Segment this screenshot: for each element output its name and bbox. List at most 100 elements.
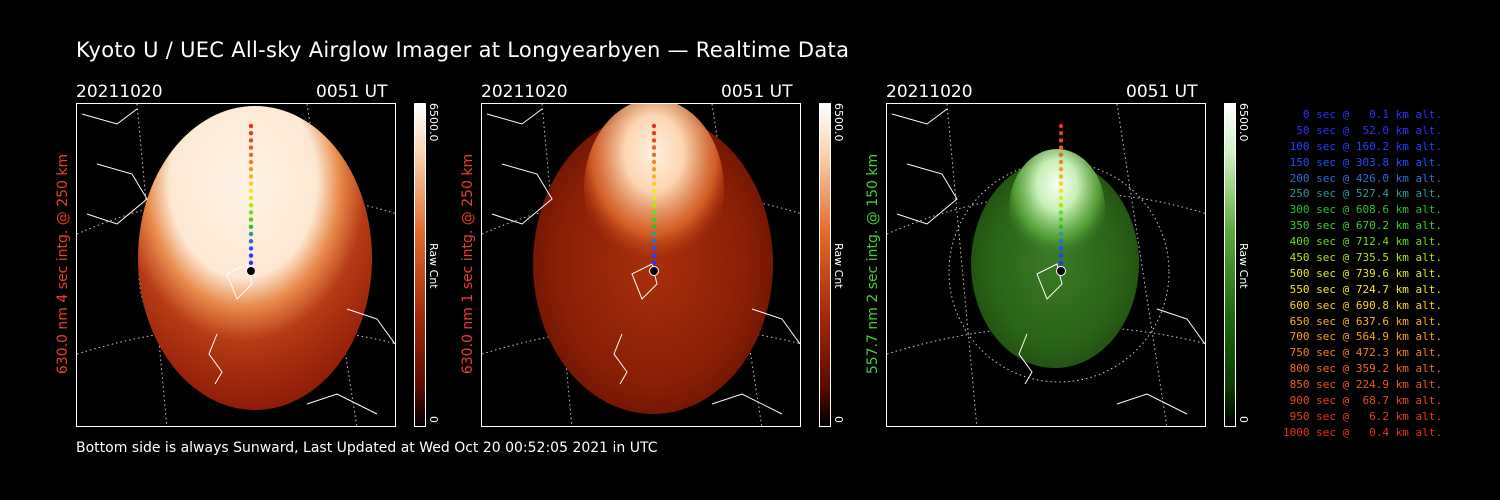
trajectory-dot xyxy=(248,181,254,186)
panel-3-svg xyxy=(887,104,1205,426)
trajectory-dot xyxy=(651,217,657,222)
panel-1-time: 0051 UT xyxy=(316,82,388,102)
trajectory-dot xyxy=(1058,260,1064,265)
trajectory-dot xyxy=(248,217,254,222)
trajectory-dot xyxy=(1058,203,1064,208)
trajectory-dot xyxy=(1058,246,1064,251)
legend-row: 250 sec @ 527.4 km alt. xyxy=(1289,187,1442,201)
legend-row: 550 sec @ 724.7 km alt. xyxy=(1289,282,1442,296)
trajectory-dot xyxy=(248,246,254,251)
legend-row: 0 sec @ 0.1 km alt. xyxy=(1302,108,1442,121)
legend-row: 100 sec @ 160.2 km alt. xyxy=(1289,139,1442,153)
trajectory-dot xyxy=(1058,239,1064,244)
panel-1-cbar-min: 0 xyxy=(427,416,440,423)
trajectory-dot xyxy=(1058,152,1064,157)
trajectory-dot xyxy=(248,138,254,143)
trajectory-dot xyxy=(1058,231,1064,237)
legend-row: 750 sec @ 472.3 km alt. xyxy=(1289,346,1442,360)
trajectory-dot xyxy=(651,260,657,265)
trajectory-dot xyxy=(248,131,254,136)
panel-3-cbar-unit: Raw Cnt xyxy=(1237,243,1250,289)
trajectory-dot xyxy=(248,123,254,129)
panel-1-image xyxy=(76,103,396,427)
legend-row: 350 sec @ 670.2 km alt. xyxy=(1289,219,1442,233)
footer-note: Bottom side is always Sunward, Last Upda… xyxy=(76,440,658,456)
trajectory-dot xyxy=(651,159,657,165)
panel-3-image xyxy=(886,103,1206,427)
trajectory-dot xyxy=(651,195,657,201)
panel-2-cbar-min: 0 xyxy=(832,416,845,423)
trajectory-dot xyxy=(1058,123,1064,129)
legend-row: 150 sec @ 303.8 km alt. xyxy=(1289,155,1442,169)
trajectory-dot xyxy=(248,203,254,208)
legend-row: 50 sec @ 52.0 km alt. xyxy=(1296,123,1442,137)
trajectory-dot xyxy=(651,231,657,237)
trajectory-dot xyxy=(1058,253,1064,258)
panel-3-colorbar xyxy=(1224,103,1236,427)
trajectory-dot xyxy=(651,152,657,157)
panel-1-trajectory xyxy=(246,123,256,276)
trajectory-dot xyxy=(651,188,657,193)
trajectory-dot xyxy=(1058,174,1064,179)
trajectory-dot xyxy=(651,203,657,208)
trajectory-dot xyxy=(1058,195,1064,201)
panel-1-date: 20211020 xyxy=(76,82,163,102)
trajectory-dot xyxy=(1058,138,1064,143)
panel-3-trajectory xyxy=(1056,123,1066,276)
panel-3-time: 0051 UT xyxy=(1126,82,1198,102)
trajectory-dot xyxy=(248,253,254,258)
panel-2-cbar-unit: Raw Cnt xyxy=(832,243,845,289)
trajectory-dot xyxy=(248,260,254,265)
legend-row: 950 sec @ 6.2 km alt. xyxy=(1289,409,1442,423)
trajectory-dot xyxy=(651,131,657,136)
legend-row: 700 sec @ 564.9 km alt. xyxy=(1289,330,1442,344)
legend-row: 600 sec @ 690.8 km alt. xyxy=(1289,298,1442,312)
trajectory-dot xyxy=(651,246,657,251)
panel-2-cbar-max: 6500.0 xyxy=(832,103,845,142)
legend-row: 1000 sec @ 0.4 km alt. xyxy=(1283,425,1442,439)
trajectory-dot xyxy=(1058,167,1064,172)
trajectory-dot xyxy=(651,253,657,258)
trajectory-dot xyxy=(248,152,254,157)
legend-row: 300 sec @ 608.6 km alt. xyxy=(1289,203,1442,217)
trajectory-dot xyxy=(248,224,254,229)
panel-1-cbar-max: 6500.0 xyxy=(427,103,440,142)
trajectory-dot xyxy=(248,174,254,179)
trajectory-dot xyxy=(651,210,657,215)
trajectory-dot xyxy=(651,138,657,143)
legend-row: 800 sec @ 359.2 km alt. xyxy=(1289,362,1442,376)
page-title: Kyoto U / UEC All-sky Airglow Imager at … xyxy=(76,38,850,62)
trajectory-dot xyxy=(651,145,657,150)
trajectory-dot xyxy=(248,159,254,165)
panel-3-cbar-max: 6500.0 xyxy=(1237,103,1250,142)
trajectory-dot xyxy=(248,145,254,150)
trajectory-dot xyxy=(248,231,254,237)
trajectory-dot xyxy=(1058,217,1064,222)
station-marker xyxy=(649,266,659,276)
panel-2-colorbar xyxy=(819,103,831,427)
legend-row: 400 sec @ 712.4 km alt. xyxy=(1289,235,1442,249)
legend-row: 850 sec @ 224.9 km alt. xyxy=(1289,378,1442,392)
trajectory-dot xyxy=(651,123,657,129)
station-marker xyxy=(1056,266,1066,276)
trajectory-dot xyxy=(248,167,254,172)
trajectory-dot xyxy=(1058,159,1064,165)
trajectory-dot xyxy=(1058,210,1064,215)
trajectory-dot xyxy=(248,195,254,201)
trajectory-dot xyxy=(248,210,254,215)
panel-2-image xyxy=(481,103,801,427)
panel-3-ylabel: 557.7 nm 2 sec intg. @ 150 km xyxy=(865,153,881,375)
legend-row: 650 sec @ 637.6 km alt. xyxy=(1289,314,1442,328)
trajectory-dot xyxy=(1058,145,1064,150)
panel-1-svg xyxy=(77,104,395,426)
panel-3-date: 20211020 xyxy=(886,82,973,102)
altitude-legend: 0 sec @ 0.1 km alt. 50 sec @ 52.0 km alt.… xyxy=(1262,108,1442,442)
trajectory-dot xyxy=(1058,224,1064,229)
legend-row: 450 sec @ 735.5 km alt. xyxy=(1289,251,1442,265)
trajectory-dot xyxy=(651,167,657,172)
trajectory-dot xyxy=(1058,181,1064,186)
panel-2-ylabel: 630.0 nm 1 sec intg. @ 250 km xyxy=(460,153,476,375)
panel-1-ylabel: 630.0 nm 4 sec intg. @ 250 km xyxy=(55,153,71,375)
trajectory-dot xyxy=(651,174,657,179)
trajectory-dot xyxy=(248,239,254,244)
